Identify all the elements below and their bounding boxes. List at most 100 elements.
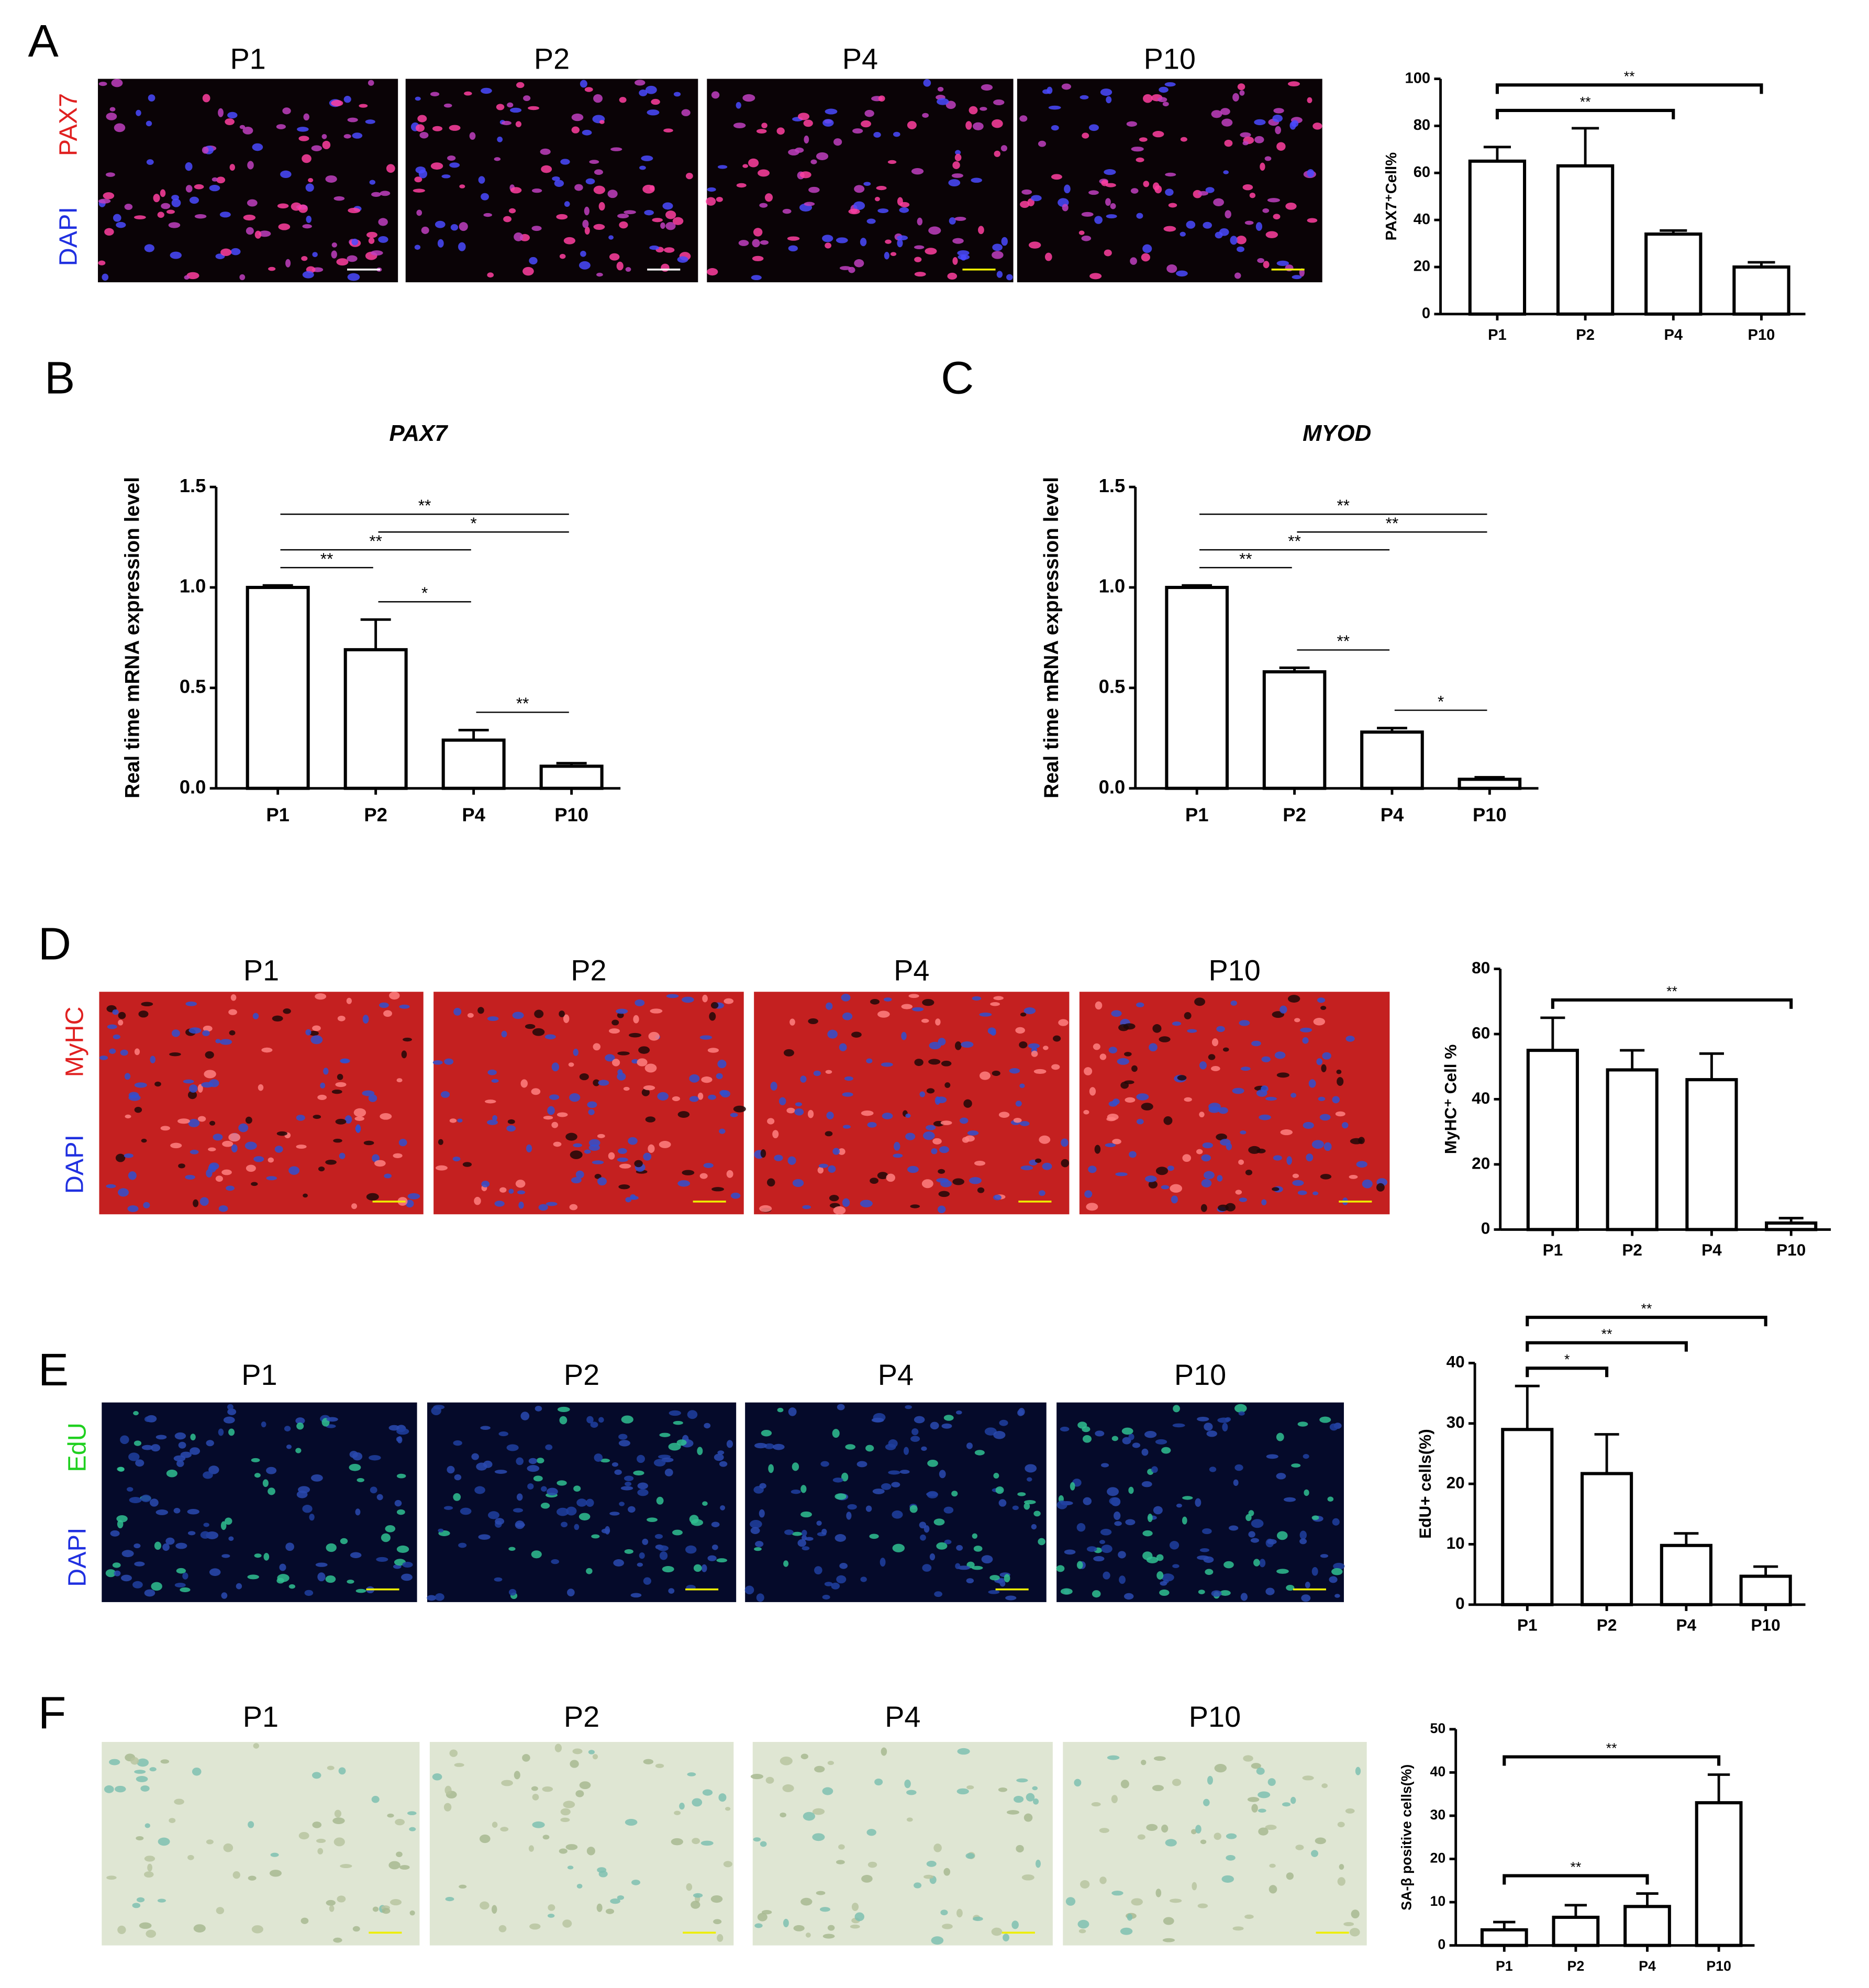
cell — [354, 1116, 364, 1121]
cell — [1195, 1825, 1202, 1834]
cell — [1093, 1556, 1105, 1562]
cell — [144, 244, 154, 252]
cell — [104, 228, 114, 236]
cell — [494, 1470, 507, 1474]
cell — [1149, 1043, 1158, 1052]
cell — [624, 1475, 634, 1481]
significance-bracket — [1503, 1755, 1721, 1766]
cell — [370, 250, 383, 256]
cell — [1106, 96, 1112, 104]
cell — [333, 1937, 342, 1943]
cell — [106, 1184, 116, 1189]
cell — [833, 138, 842, 146]
cell — [1111, 1010, 1122, 1017]
cell — [486, 1119, 498, 1125]
cell — [1216, 1134, 1227, 1141]
cell — [200, 1531, 210, 1539]
cell — [995, 1486, 1004, 1494]
cell — [608, 1028, 620, 1034]
cell — [805, 1537, 814, 1541]
cell — [1211, 1038, 1219, 1047]
cell — [1139, 137, 1148, 142]
cell — [1081, 212, 1094, 217]
cell — [1219, 1590, 1231, 1596]
cell — [155, 1435, 167, 1440]
cell — [1356, 1161, 1367, 1168]
cell — [522, 266, 534, 276]
x-tick-label: P4 — [462, 804, 485, 826]
cell — [1301, 1594, 1311, 1602]
cell — [1123, 1023, 1136, 1030]
cell — [605, 1526, 610, 1535]
cell — [134, 1107, 142, 1113]
cell — [497, 136, 503, 142]
cell — [1125, 1097, 1136, 1103]
cell — [1152, 131, 1164, 138]
cell — [702, 994, 708, 1003]
cell — [1307, 97, 1312, 104]
cell — [839, 1562, 848, 1569]
cell — [507, 102, 514, 108]
cell — [315, 1562, 328, 1567]
cell — [814, 1765, 825, 1773]
cell — [914, 1059, 924, 1067]
cell — [1280, 1005, 1287, 1014]
cell — [187, 1531, 196, 1536]
cell — [800, 1897, 813, 1906]
cell — [937, 86, 944, 92]
cell — [529, 1923, 541, 1930]
cell — [399, 1004, 410, 1009]
cell — [1220, 108, 1230, 115]
cell — [102, 273, 109, 281]
cell — [494, 1201, 505, 1207]
cell — [1223, 170, 1229, 174]
cell — [669, 1410, 681, 1416]
cell — [1104, 169, 1116, 175]
cell — [643, 1759, 654, 1764]
cell — [836, 237, 848, 243]
cell — [541, 1486, 547, 1492]
cell — [254, 1553, 262, 1558]
cell — [268, 266, 276, 271]
cell — [802, 1529, 807, 1537]
cell — [637, 1454, 645, 1463]
cell — [637, 1482, 649, 1490]
cell — [261, 1421, 266, 1428]
cell — [340, 1864, 352, 1869]
cell — [929, 1553, 936, 1561]
cell — [990, 1002, 1000, 1006]
cell — [664, 1469, 673, 1476]
cell — [169, 1818, 176, 1823]
cell — [251, 1458, 260, 1462]
cell — [483, 1460, 493, 1468]
cell — [1274, 1051, 1286, 1059]
cell — [969, 106, 978, 115]
cell — [1240, 1067, 1251, 1071]
cell — [795, 1102, 802, 1106]
cell — [1194, 997, 1206, 1006]
chart-title: MYOD — [1303, 420, 1371, 446]
cell — [331, 1090, 342, 1094]
cell — [166, 209, 175, 214]
cell — [1051, 174, 1062, 180]
cell — [326, 1900, 336, 1906]
cell — [276, 124, 286, 129]
cell — [332, 1817, 345, 1824]
cell — [1311, 1850, 1318, 1857]
cell — [1199, 1548, 1210, 1552]
cell — [1331, 1568, 1343, 1575]
cell — [515, 1520, 525, 1529]
cell — [719, 1461, 728, 1467]
cell — [520, 1079, 528, 1088]
cell — [1276, 1569, 1289, 1574]
cell — [676, 1439, 687, 1446]
cell — [231, 1144, 238, 1153]
cell — [165, 1537, 175, 1545]
y-tick-label: 60 — [1472, 1023, 1490, 1042]
cell — [954, 153, 962, 161]
bar — [441, 738, 506, 790]
cell — [540, 1503, 550, 1509]
cell — [336, 258, 349, 266]
cell — [1147, 1513, 1153, 1523]
cell — [1000, 145, 1007, 152]
